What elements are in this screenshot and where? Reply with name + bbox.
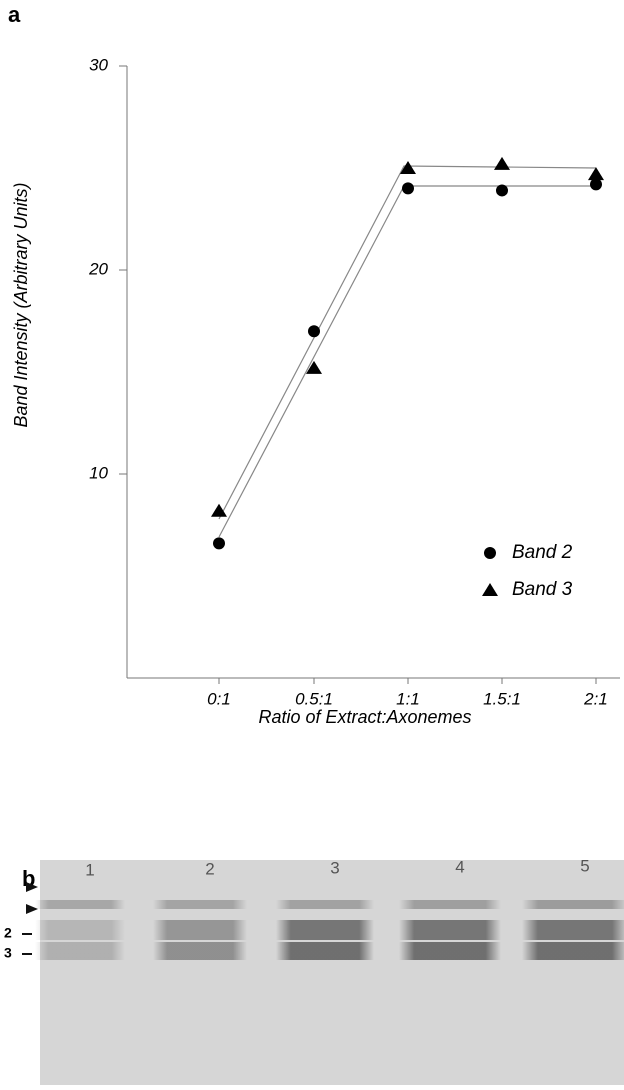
gel-band [35,920,125,940]
gel-band [153,900,247,909]
figure: a Ratio of Extract:Axonemes Band Intensi… [0,0,624,1085]
gel-band [522,900,624,909]
y-tick-label: 20 [88,259,108,278]
gel-band [399,900,501,909]
lane-label: 1 [85,860,94,879]
gel-band [153,942,247,960]
gel-band [522,942,624,960]
gel-band [276,900,374,909]
lane-label: 5 [580,856,589,875]
triangle-marker [588,167,604,180]
lane-label: 3 [330,858,339,877]
circle-marker [213,537,225,549]
gel-background [40,860,624,1085]
x-tick-label: 0.5:1 [295,689,333,708]
circle-marker [402,182,414,194]
panel-label: a [8,2,21,27]
lane-label: 4 [455,857,464,876]
triangle-marker [482,583,498,596]
y-axis-label: Band Intensity (Arbitrary Units) [11,182,31,427]
gel-band [35,900,125,909]
triangle-marker [211,504,227,517]
fit-line [219,186,596,537]
triangle-marker [494,157,510,170]
gel-band [276,942,374,960]
band-label: 2 [4,925,12,941]
x-axis-label: Ratio of Extract:Axonemes [258,707,471,727]
legend-label: Band 2 [512,542,573,563]
triangle-marker [400,161,416,174]
band-label: 3 [4,945,12,961]
legend-label: Band 3 [512,579,573,600]
x-tick-label: 0:1 [207,689,231,708]
gel-band [35,942,125,960]
gel-band [522,920,624,940]
lane-label: 2 [205,859,214,878]
fit-line [219,166,596,519]
gel-band [153,920,247,940]
circle-marker [308,325,320,337]
gel-band [276,920,374,940]
y-tick-label: 30 [89,55,108,74]
circle-marker [590,178,602,190]
circle-marker [496,184,508,196]
x-tick-label: 1.5:1 [483,689,521,708]
circle-marker [484,547,496,559]
gel-band [399,920,501,940]
y-tick-label: 10 [89,463,108,482]
x-tick-label: 1:1 [396,689,420,708]
x-tick-label: 2:1 [583,689,608,708]
gel-band [399,942,501,960]
